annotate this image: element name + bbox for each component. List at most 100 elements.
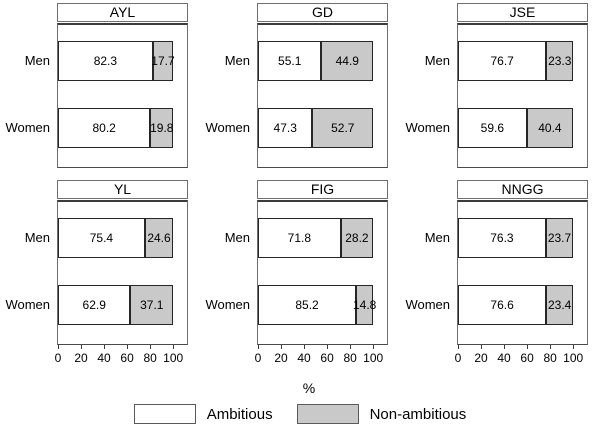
value-label: 76.6 — [490, 298, 514, 312]
bar-segment-non-ambitious: 23.3 — [546, 41, 574, 81]
panel-inner: YL Men 75.4 24.6 Women 62.9 37.1 0 20 40 60 80 100 — [5, 180, 188, 366]
bar-segment-ambitious: 76.6 — [458, 285, 547, 325]
bar-segment-ambitious: 85.2 — [258, 285, 357, 325]
tick-label: 20 — [74, 351, 88, 365]
value-label: 82.3 — [93, 54, 118, 68]
bar-segment-non-ambitious: 23.4 — [546, 285, 574, 325]
category-label: Men — [224, 53, 250, 68]
panel-inner: GD Men 55.1 44.9 Women 47.3 52.7 — [205, 3, 388, 168]
bar-segment-ambitious: 75.4 — [58, 218, 145, 258]
tick-label: 40 — [297, 351, 311, 365]
bar-segment-non-ambitious: 23.7 — [545, 218, 574, 258]
value-label: 40.4 — [538, 121, 562, 135]
bar-row: Men 55.1 44.9 — [225, 41, 387, 81]
tick-mark — [350, 345, 352, 349]
bar-segment-non-ambitious: 44.9 — [321, 41, 374, 81]
panel-inner: AYL Men 82.3 17.7 Women 80.2 19.8 — [5, 3, 188, 168]
category-label: Women — [405, 297, 450, 312]
tick-label: 60 — [120, 351, 134, 365]
stacked-bar: 80.2 19.8 — [58, 108, 173, 148]
bar-row: Men 76.7 23.3 — [425, 41, 587, 81]
tick-label: 0 — [54, 351, 62, 365]
category-label: Men — [424, 230, 450, 245]
value-label: 75.4 — [89, 231, 114, 245]
stacked-bar: 55.1 44.9 — [258, 41, 374, 81]
panel-ayl: AYL Men 82.3 17.7 Women 80.2 19.8 — [0, 0, 200, 172]
bar-row: Women 80.2 19.8 — [5, 108, 187, 148]
x-axis-ticks — [257, 345, 388, 349]
tick-mark — [327, 345, 329, 349]
legend-label-non-ambitious: Non-ambitious — [369, 405, 467, 423]
stacked-bar: 75.4 24.6 — [58, 218, 174, 258]
x-axis-tick-labels: 0 20 40 60 80 100 — [54, 351, 188, 366]
bar-row: Women 76.6 23.4 — [405, 285, 587, 325]
panel-title: JSE — [457, 3, 588, 22]
legend-swatch-non-ambitious — [296, 404, 359, 424]
tick-label: 100 — [563, 351, 584, 365]
panel-inner: NNGG Men 76.3 23.7 Women 76.6 23.4 0 20 40 60 80 100 — [405, 180, 588, 366]
tick-mark — [281, 345, 283, 349]
tick-mark — [173, 345, 175, 349]
legend: Ambitious Non-ambitious — [0, 404, 600, 424]
bar-row: Men 75.4 24.6 — [25, 218, 187, 258]
x-axis-ticks — [457, 345, 588, 349]
value-label: 23.4 — [548, 298, 572, 312]
bar-segment-ambitious: 62.9 — [58, 285, 131, 325]
value-label: 17.7 — [151, 54, 175, 68]
x-axis-tick-labels: 0 20 40 60 80 100 — [454, 351, 588, 366]
category-label: Women — [205, 297, 250, 312]
value-label: 85.2 — [295, 298, 319, 312]
category-label: Women — [5, 297, 50, 312]
stacked-bar: 59.6 40.4 — [458, 108, 574, 148]
bar-segment-ambitious: 82.3 — [58, 41, 153, 81]
stacked-bar: 71.8 28.2 — [258, 218, 374, 258]
tick-label: 20 — [474, 351, 488, 365]
tick-mark — [573, 345, 575, 349]
plot-area: Men 82.3 17.7 Women 80.2 19.8 — [5, 23, 188, 168]
category-label: Women — [205, 120, 250, 135]
tick-label: 40 — [97, 351, 111, 365]
value-label: 71.8 — [287, 231, 312, 245]
category-label: Men — [24, 53, 50, 68]
bar-segment-non-ambitious: 17.7 — [151, 41, 175, 81]
tick-mark — [550, 345, 552, 349]
category-label: Women — [5, 120, 50, 135]
tick-mark — [458, 345, 459, 349]
panel-yl: YL Men 75.4 24.6 Women 62.9 37.1 0 20 40 60 80 100 — [0, 172, 200, 372]
stacked-bar: 85.2 14.8 — [258, 285, 376, 325]
value-label: 62.9 — [82, 298, 106, 312]
bar-segment-non-ambitious: 28.2 — [340, 218, 374, 258]
tick-mark — [504, 345, 506, 349]
panel-fig: FIG Men 71.8 28.2 Women 85.2 14.8 0 20 40 60 80 100 — [200, 172, 400, 372]
panel-inner: FIG Men 71.8 28.2 Women 85.2 14.8 0 20 40 60 80 100 — [205, 180, 388, 366]
bar-row: Men 76.3 23.7 — [425, 218, 587, 258]
value-label: 23.7 — [547, 231, 572, 245]
bar-segment-ambitious: 76.3 — [458, 218, 546, 258]
bar-segment-non-ambitious: 52.7 — [312, 108, 374, 148]
x-axis-tick-labels: 0 20 40 60 80 100 — [255, 351, 388, 366]
tick-label: 0 — [454, 351, 462, 365]
plot-area: Men 76.3 23.7 Women 76.6 23.4 — [405, 200, 588, 345]
value-label: 19.8 — [150, 121, 174, 135]
stacked-bar: 82.3 17.7 — [58, 41, 175, 81]
stacked-bar: 47.3 52.7 — [258, 108, 374, 148]
tick-mark — [58, 345, 59, 349]
tick-label: 80 — [143, 351, 157, 365]
panel-jse: JSE Men 76.7 23.3 Women 59.6 40.4 — [400, 0, 600, 172]
bar-segment-non-ambitious: 24.6 — [144, 218, 174, 258]
x-axis-title: % — [302, 380, 316, 396]
bar-segment-ambitious: 71.8 — [258, 218, 341, 258]
bar-segment-ambitious: 47.3 — [258, 108, 313, 148]
x-axis-ticks — [57, 345, 188, 349]
panels-grid: AYL Men 82.3 17.7 Women 80.2 19.8 GD Men 55.1 44.9… — [0, 0, 600, 372]
value-label: 37.1 — [140, 298, 164, 312]
legend-label-ambitious: Ambitious — [206, 405, 273, 423]
stacked-bar: 62.9 37.1 — [58, 285, 174, 325]
value-label: 76.3 — [490, 231, 514, 245]
stacked-bar: 76.3 23.7 — [458, 218, 574, 258]
bar-segment-non-ambitious: 19.8 — [150, 108, 173, 148]
stacked-bar: 76.7 23.3 — [458, 41, 574, 81]
tick-label: 100 — [163, 351, 184, 365]
tick-label: 80 — [343, 351, 357, 365]
